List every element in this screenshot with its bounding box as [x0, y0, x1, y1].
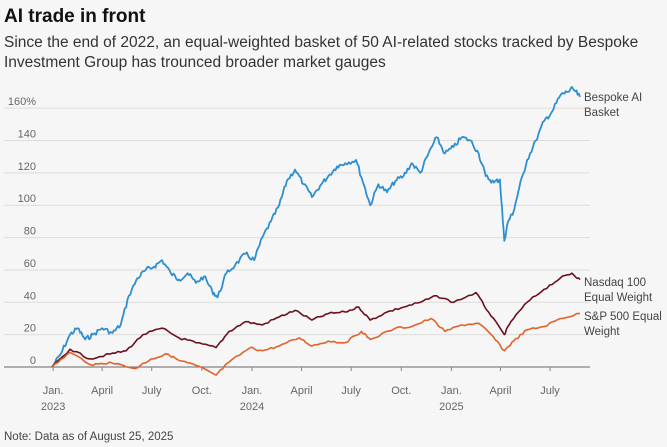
x-tick-label: April [489, 385, 511, 397]
y-tick-label: 160% [8, 96, 36, 108]
series-end-label: Equal Weight [584, 292, 653, 304]
y-tick-label: 140 [18, 129, 36, 141]
x-tick-label: July [142, 385, 162, 397]
x-tick-label: Oct. [391, 385, 411, 397]
x-tick-label: Jan. [242, 385, 263, 397]
series-line-bespoke-ai-basket [51, 86, 581, 368]
series-line-nasdaq-100-equal-weight [51, 272, 581, 368]
x-tick-label: April [91, 385, 113, 397]
chart-subtitle: Since the end of 2022, an equal-weighted… [4, 34, 639, 71]
x-tick-label: April [291, 385, 313, 397]
data-note: Note: Data as of August 25, 2025 [4, 431, 174, 443]
series-end-label: Bespoke AI [584, 92, 642, 104]
y-tick-label: 0 [30, 355, 36, 367]
y-tick-label: 80 [24, 226, 36, 238]
series-line-s-p-500-equal-weight [51, 312, 581, 376]
y-tick-label: 100 [18, 193, 36, 205]
y-tick-label: 20 [24, 323, 36, 335]
series-end-label: Weight [584, 326, 620, 338]
x-tick-label: Oct. [192, 385, 212, 397]
x-tick-year-label: 2023 [41, 401, 65, 413]
x-tick-label: Jan. [441, 385, 462, 397]
chart-title: AI trade in front [4, 6, 146, 27]
series-end-label: Nasdaq 100 [584, 277, 646, 289]
y-tick-label: 120 [18, 161, 36, 173]
x-tick-label: July [540, 385, 560, 397]
y-tick-label: 60 [24, 258, 36, 270]
series-end-label: Basket [584, 107, 620, 119]
series-end-label: S&P 500 Equal [584, 311, 662, 323]
x-tick-label: July [341, 385, 361, 397]
x-tick-year-label: 2024 [240, 401, 264, 413]
x-tick-label: Jan. [43, 385, 64, 397]
x-tick-year-label: 2025 [439, 401, 463, 413]
y-tick-label: 40 [24, 290, 36, 302]
